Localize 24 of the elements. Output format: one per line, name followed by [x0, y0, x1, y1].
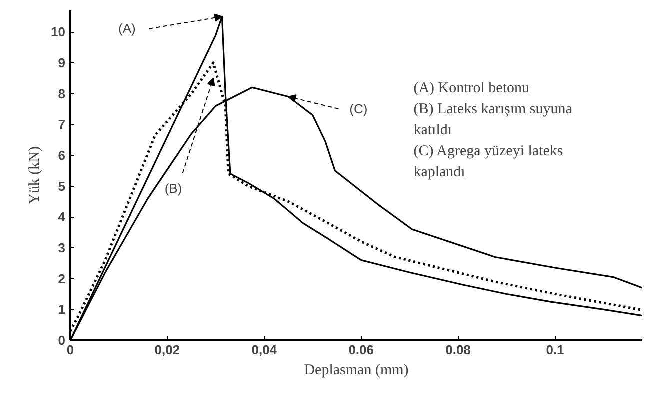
x-tick-label: 0.06 [348, 342, 374, 358]
x-tick-label: 0,02 [154, 342, 180, 358]
annotation: (B) [164, 180, 182, 196]
y-tick-label: 0 [58, 333, 66, 348]
y-tick-label: 9 [58, 55, 66, 70]
x-tick-label: 0,04 [252, 342, 278, 358]
x-axis-title: Deplasman (mm) [304, 362, 409, 378]
annotation: (C) Agrega yüzeyi lateks kaplandı [414, 144, 564, 180]
annotation: (A) Kontrol betonu [414, 80, 530, 96]
y-tick-label: 4 [58, 210, 66, 225]
y-tick-label: 8 [58, 86, 66, 102]
annotation: (C) [350, 101, 368, 116]
x-tick-label: 0.1 [546, 342, 564, 358]
annotation: (B) Lateks karışım suyuna katıldı [414, 102, 573, 138]
y-tick-label: 10 [51, 24, 66, 40]
y-tick-label: 7 [58, 117, 66, 132]
y-tick-label: 5 [58, 178, 66, 194]
annotation: (A) [118, 21, 136, 36]
y-axis-title: Yük (kN) [27, 146, 44, 204]
y-tick-label: 3 [58, 240, 66, 256]
y-tick-label: 1 [58, 302, 66, 318]
y-tick-label: 6 [58, 148, 66, 163]
x-tick-label: 0.08 [446, 342, 471, 358]
y-tick-label: 2 [58, 271, 66, 286]
